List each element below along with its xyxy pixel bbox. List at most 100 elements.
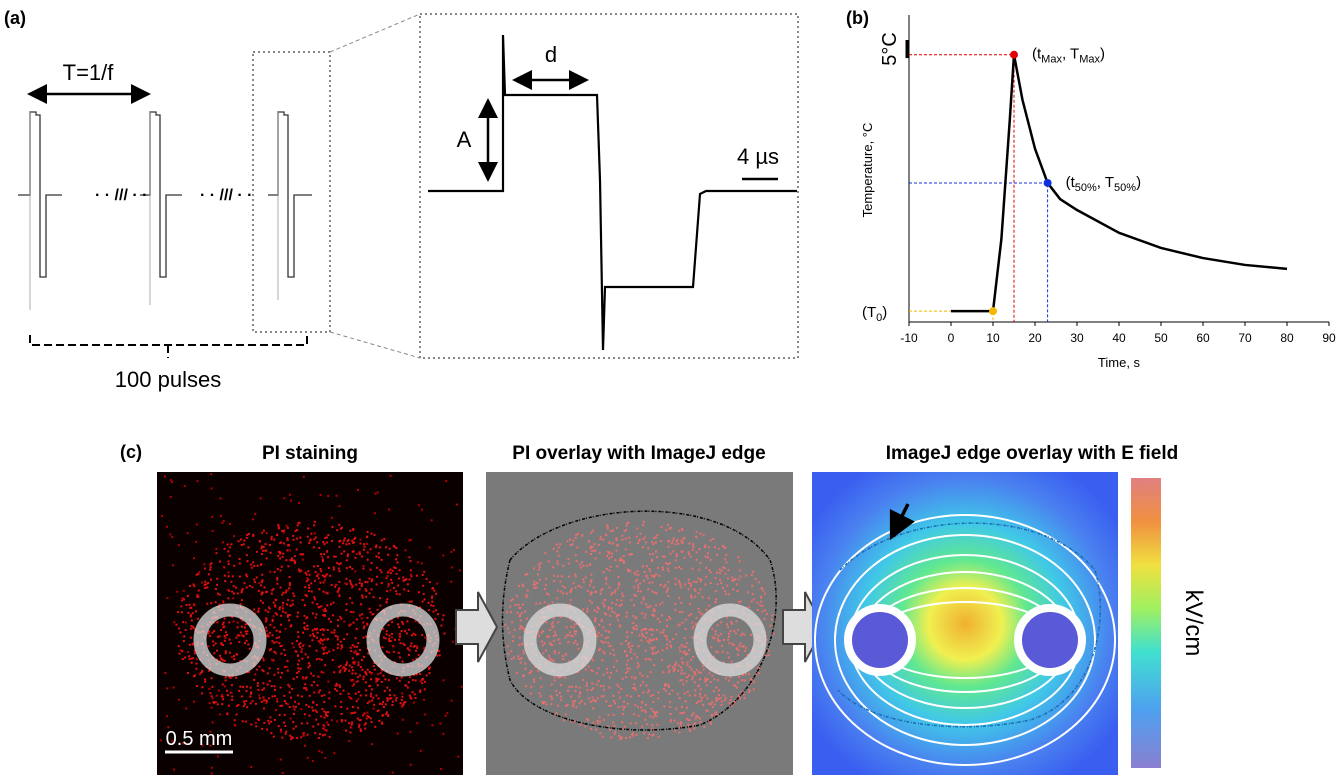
dot [269,632,271,634]
dot [442,619,444,621]
dot [581,561,583,563]
dot [410,697,412,699]
dot [720,633,722,635]
dot [274,571,276,573]
dot [616,670,618,672]
dot [289,584,291,586]
dot [319,582,321,584]
dot [629,541,631,543]
dot [638,540,640,542]
dot [736,583,738,585]
dot [628,570,630,572]
dot [446,712,448,714]
dot [225,676,227,678]
dot [334,705,336,707]
dot [680,540,682,542]
dot [587,608,589,610]
dot [327,592,329,594]
dot [614,612,616,614]
dot [666,647,668,649]
period-label: T=1/f [63,60,115,85]
dot [620,736,622,738]
dot [566,626,568,628]
dot [362,597,364,599]
dot [716,554,718,556]
dot [674,663,676,665]
dot [730,696,732,698]
dot [670,553,672,555]
dot [320,638,322,640]
dot [722,651,724,653]
dot [326,542,328,544]
dot [713,690,715,692]
dot [641,702,643,704]
dot [389,589,391,591]
dot [307,570,309,572]
dot [675,603,677,605]
dot [343,638,345,640]
dot [645,684,647,686]
dot [337,636,339,638]
dot [276,614,278,616]
dot [387,575,389,577]
dot [316,575,318,577]
dot [667,684,669,686]
dot [761,605,763,607]
dot [633,604,635,606]
dot [254,673,256,675]
dot [356,628,358,630]
dot [609,569,611,571]
dot [367,531,369,533]
dot [312,602,314,604]
dot [352,657,354,659]
dot [586,565,588,567]
dot [186,604,188,606]
dot [584,725,586,727]
dot [287,527,289,529]
dot [433,590,435,592]
dot [651,541,653,543]
dot [348,543,350,545]
dot [182,597,184,599]
dot [224,685,226,687]
dot [677,543,679,545]
dot [688,542,690,544]
dot [377,491,379,493]
dot [544,588,546,590]
key-point [1010,51,1018,59]
dot [276,577,278,579]
dot [275,599,277,601]
dot [338,546,340,548]
dot [318,588,320,590]
dot [211,677,213,679]
dot [192,657,194,659]
dot [282,556,284,558]
dot [323,694,325,696]
dot [377,698,379,700]
dot [224,635,226,637]
dot [339,693,341,695]
dot [402,719,404,721]
dot [210,602,212,604]
dot [311,639,313,641]
dot [611,602,613,604]
dot [655,652,657,654]
dot [433,611,435,613]
dot [600,589,602,591]
dot [374,726,376,728]
dot [699,678,701,680]
dot [316,684,318,686]
dot [598,544,600,546]
dot [187,672,189,674]
dot [224,580,226,582]
dot [357,676,359,678]
dot [633,713,635,715]
dot [322,541,324,543]
dot [265,620,267,622]
dot [336,720,338,722]
dot [283,722,285,724]
dot [684,693,686,695]
dot [609,676,611,678]
dot [267,720,269,722]
dot [323,725,325,727]
